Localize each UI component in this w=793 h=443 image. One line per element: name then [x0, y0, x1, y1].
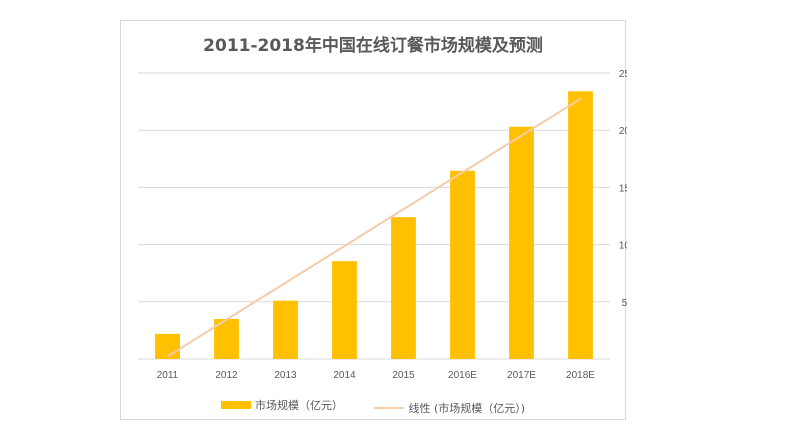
y-tick-label: 2000: [619, 126, 627, 137]
chart-legend: 市场规模（亿元） 线性 (市场规模（亿元）): [121, 397, 625, 416]
x-tick-label: 2015: [392, 370, 415, 381]
bar: [273, 300, 298, 359]
y-tick-label: 1500: [619, 183, 627, 194]
x-tick-label: 2014: [333, 370, 356, 381]
chart-plot: 0500100015002000250020112012201320142015…: [138, 69, 627, 381]
x-tick-label: 2012: [215, 370, 238, 381]
x-tick-label: 2018E: [566, 370, 595, 381]
bar: [509, 126, 534, 359]
x-tick-label: 2016E: [448, 370, 477, 381]
y-tick-label: 1000: [619, 241, 627, 252]
legend-item-bars: 市场规模（亿元）: [220, 397, 343, 413]
y-tick-label: 2500: [619, 69, 627, 80]
bar: [391, 217, 416, 359]
legend-item-trend: 线性 (市场规模（亿元）): [374, 400, 525, 416]
bar: [568, 91, 593, 359]
x-tick-label: 2011: [157, 370, 179, 381]
x-tick-label: 2013: [274, 370, 297, 381]
legend-swatch-bar: [220, 401, 251, 409]
chart-title: 2011-2018年中国在线订餐市场规模及预测: [203, 36, 543, 56]
legend-label-bars: 市场规模（亿元）: [254, 399, 343, 412]
y-tick-label: 500: [622, 298, 627, 309]
bar: [155, 333, 180, 359]
bar: [450, 170, 475, 359]
legend-swatch-line: [374, 407, 405, 409]
chart-frame: 2011-2018年中国在线订餐市场规模及预测 0500100015002000…: [120, 20, 627, 420]
legend-label-trend: 线性 (市场规模（亿元）): [408, 402, 526, 415]
x-tick-label: 2017E: [507, 370, 536, 381]
trend-line: [166, 97, 582, 358]
bar: [332, 261, 357, 359]
